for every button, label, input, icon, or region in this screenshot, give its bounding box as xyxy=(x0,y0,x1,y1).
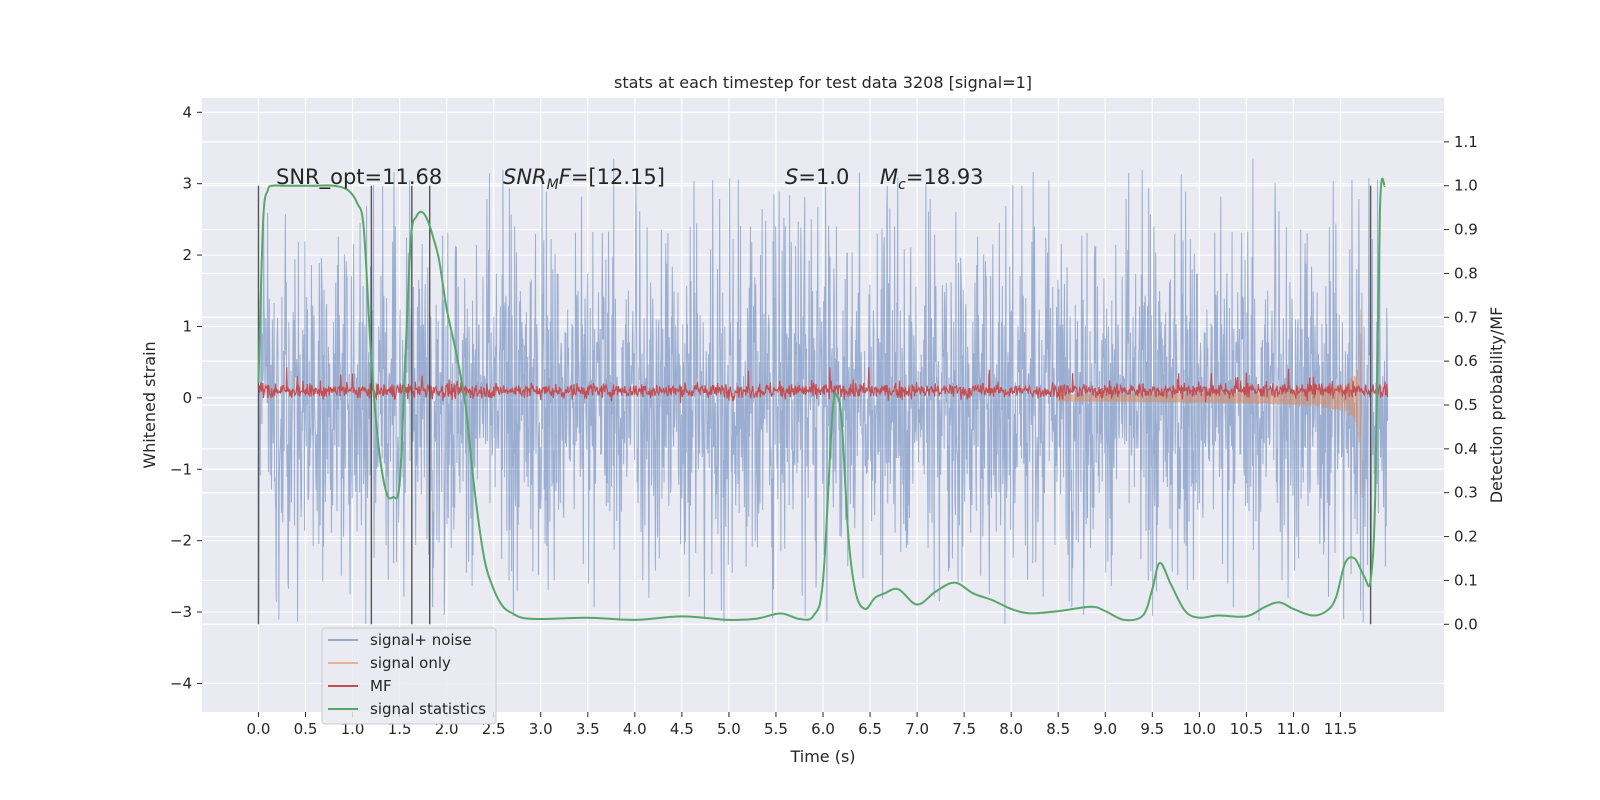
y-tick-label-left: −2 xyxy=(170,532,192,550)
x-tick-label: 6.5 xyxy=(858,720,882,738)
legend-box xyxy=(321,627,497,725)
y-tick-label-right: 1.0 xyxy=(1454,177,1478,195)
x-tick-label: 0.0 xyxy=(247,720,271,738)
y-tick-label-right: 0.9 xyxy=(1454,221,1478,239)
legend-label-signal-statistics: signal statistics xyxy=(370,700,486,718)
chart-title: stats at each timestep for test data 320… xyxy=(614,73,1032,92)
x-tick-label: 4.0 xyxy=(623,720,647,738)
y-axis-label-left: Whitened strain xyxy=(140,341,159,468)
legend-label-mf: MF xyxy=(370,677,392,695)
x-tick-label: 3.5 xyxy=(576,720,600,738)
x-tick-label: 6.0 xyxy=(811,720,835,738)
y-tick-label-left: 2 xyxy=(182,246,192,264)
x-tick-label: 0.5 xyxy=(294,720,318,738)
y-tick-label-right: 0.3 xyxy=(1454,484,1478,502)
y-tick-label-left: −3 xyxy=(170,603,192,621)
y-tick-label-left: 4 xyxy=(182,103,192,121)
annotation-s-value: =1.0 xyxy=(798,165,849,189)
y-tick-label-right: 0.7 xyxy=(1454,308,1478,326)
y-tick-label-left: −4 xyxy=(170,674,192,692)
x-tick-label: 4.5 xyxy=(670,720,694,738)
y-tick-label-right: 1.1 xyxy=(1454,133,1478,151)
x-axis-label: Time (s) xyxy=(789,747,855,766)
annotation-mc-value: =18.93 xyxy=(906,165,984,189)
signal-statistics-layer xyxy=(257,177,1386,622)
signal-noise-trace xyxy=(257,158,1389,624)
legend-label-signal-noise: signal+ noise xyxy=(370,631,472,649)
signal-statistics-line xyxy=(257,177,1386,622)
annotation-snr-mf: SNRMF=[12.15] xyxy=(503,165,665,193)
y-tick-labels-left: 4 3 2 1 0 −1 −2 −3 −4 xyxy=(170,103,202,692)
y-tick-label-right: 0.0 xyxy=(1454,615,1478,633)
x-tick-label: 7.0 xyxy=(905,720,929,738)
signal-noise-layer xyxy=(257,158,1389,624)
y-tick-label-right: 0.4 xyxy=(1454,440,1478,458)
y-tick-label-right: 0.1 xyxy=(1454,571,1478,589)
x-tick-label: 7.5 xyxy=(952,720,976,738)
legend-label-signal-only: signal only xyxy=(370,654,451,672)
x-tick-label: 11.5 xyxy=(1324,720,1357,738)
x-tick-label: 10.5 xyxy=(1230,720,1263,738)
y-tick-label-left: 0 xyxy=(182,389,192,407)
y-tick-label-left: −1 xyxy=(170,460,192,478)
y-tick-label-right: 0.6 xyxy=(1454,352,1478,370)
y-tick-label-right: 0.5 xyxy=(1454,396,1478,414)
x-tick-label: 9.5 xyxy=(1140,720,1164,738)
x-tick-label: 8.5 xyxy=(1046,720,1070,738)
mf-layer xyxy=(257,367,1389,403)
x-tick-labels: 0.0 0.5 1.0 1.5 2.0 2.5 3.0 3.5 4.0 4.5 5.0 5.5 6.0 6… xyxy=(247,712,1357,738)
x-tick-label: 3.0 xyxy=(529,720,553,738)
signal-only-trace xyxy=(1057,309,1362,495)
y-tick-label-right: 0.8 xyxy=(1454,264,1478,282)
annotation-s: S=1.0 xyxy=(785,165,849,189)
y-tick-label-left: 1 xyxy=(182,317,192,335)
x-tick-label: 5.0 xyxy=(717,720,741,738)
x-tick-label: 9.0 xyxy=(1093,720,1117,738)
y-tick-labels-right: 1.1 1.0 0.9 0.8 0.7 0.6 0.5 0.4 0.3 0.2 0.1 0.0 xyxy=(1444,133,1478,633)
legend: signal+ noise signal only MF signal stat… xyxy=(321,627,497,725)
x-tick-label: 11.0 xyxy=(1277,720,1310,738)
y-tick-label-right: 0.2 xyxy=(1454,528,1478,546)
signal-only-layer xyxy=(1057,309,1362,495)
annotation-snr-opt: SNR_opt=11.68 xyxy=(276,165,442,190)
y-tick-label-left: 3 xyxy=(182,175,192,193)
x-tick-label: 5.5 xyxy=(764,720,788,738)
annotation-mc: Mc=18.93 xyxy=(880,165,984,193)
annotation-snr-mf-value: =[12.15] xyxy=(571,165,665,189)
vertical-markers xyxy=(257,185,1372,625)
mf-trace xyxy=(257,367,1389,403)
x-tick-label: 8.0 xyxy=(999,720,1023,738)
y-axis-label-right: Detection probability/MF xyxy=(1487,307,1506,504)
x-tick-label: 10.0 xyxy=(1183,720,1216,738)
